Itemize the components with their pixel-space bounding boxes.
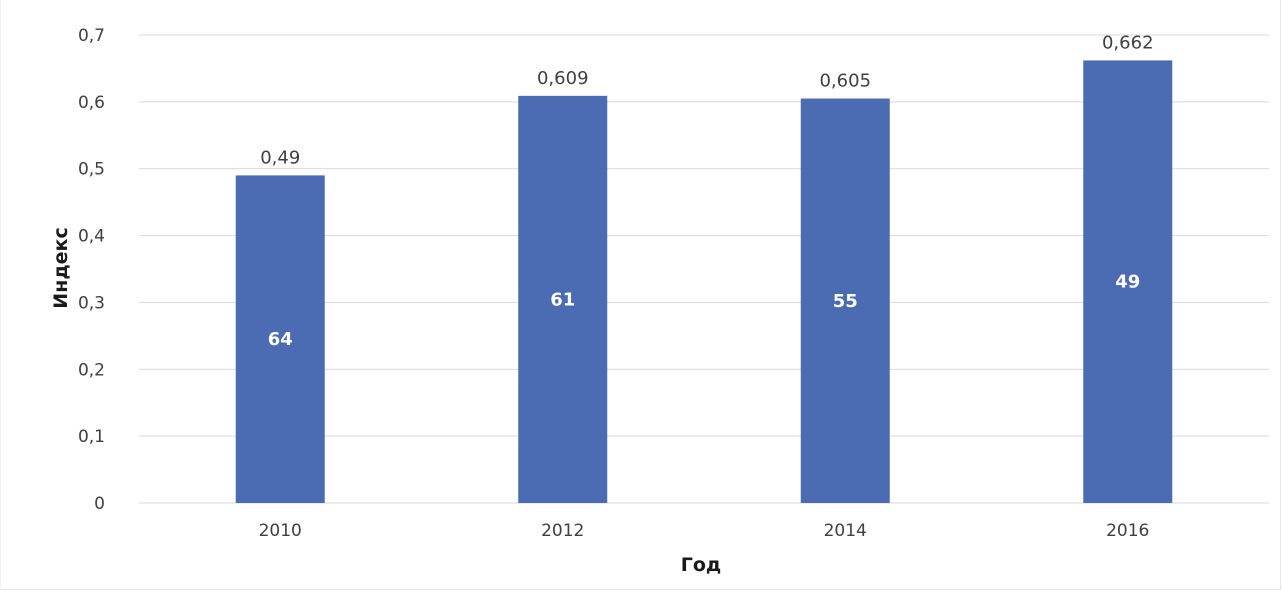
x-tick-label: 2016 xyxy=(1106,521,1149,541)
bar-inner-label: 61 xyxy=(550,289,575,310)
bar-inner-label: 64 xyxy=(268,329,293,350)
y-tick-label: 0,7 xyxy=(78,26,105,46)
bar-2014 xyxy=(800,98,890,503)
y-tick-label: 0,1 xyxy=(78,427,105,447)
y-axis-ticks: 0 0,1 0,2 0,3 0,4 0,5 0,6 0,7 xyxy=(78,26,105,514)
y-tick-label: 0 xyxy=(94,494,105,514)
x-axis-title: Год xyxy=(681,554,722,576)
bars: 0,49 64 0,609 61 0,605 55 0,662 49 xyxy=(235,32,1173,504)
bar-2012 xyxy=(518,95,608,503)
bar-value-label: 0,662 xyxy=(1102,32,1154,53)
bar-inner-label: 49 xyxy=(1115,272,1140,293)
y-tick-label: 0,6 xyxy=(78,93,105,113)
x-tick-label: 2012 xyxy=(541,521,584,541)
y-tick-label: 0,5 xyxy=(78,160,105,180)
x-tick-label: 2014 xyxy=(824,521,867,541)
bar-value-label: 0,605 xyxy=(819,71,871,92)
y-tick-label: 0,2 xyxy=(78,360,105,380)
bar-2010 xyxy=(235,175,325,503)
gridlines xyxy=(139,34,1269,504)
y-tick-label: 0,3 xyxy=(78,293,105,313)
bar-value-label: 0,609 xyxy=(537,68,589,89)
y-axis-title: Индекс xyxy=(50,227,72,308)
x-tick-label: 2010 xyxy=(259,521,302,541)
y-tick-label: 0,4 xyxy=(78,227,105,247)
bar-2016 xyxy=(1083,60,1173,504)
bar-inner-label: 55 xyxy=(833,291,858,312)
bar-value-label: 0,49 xyxy=(260,147,300,168)
x-axis-ticks: 2010 2012 2014 2016 xyxy=(259,521,1150,541)
